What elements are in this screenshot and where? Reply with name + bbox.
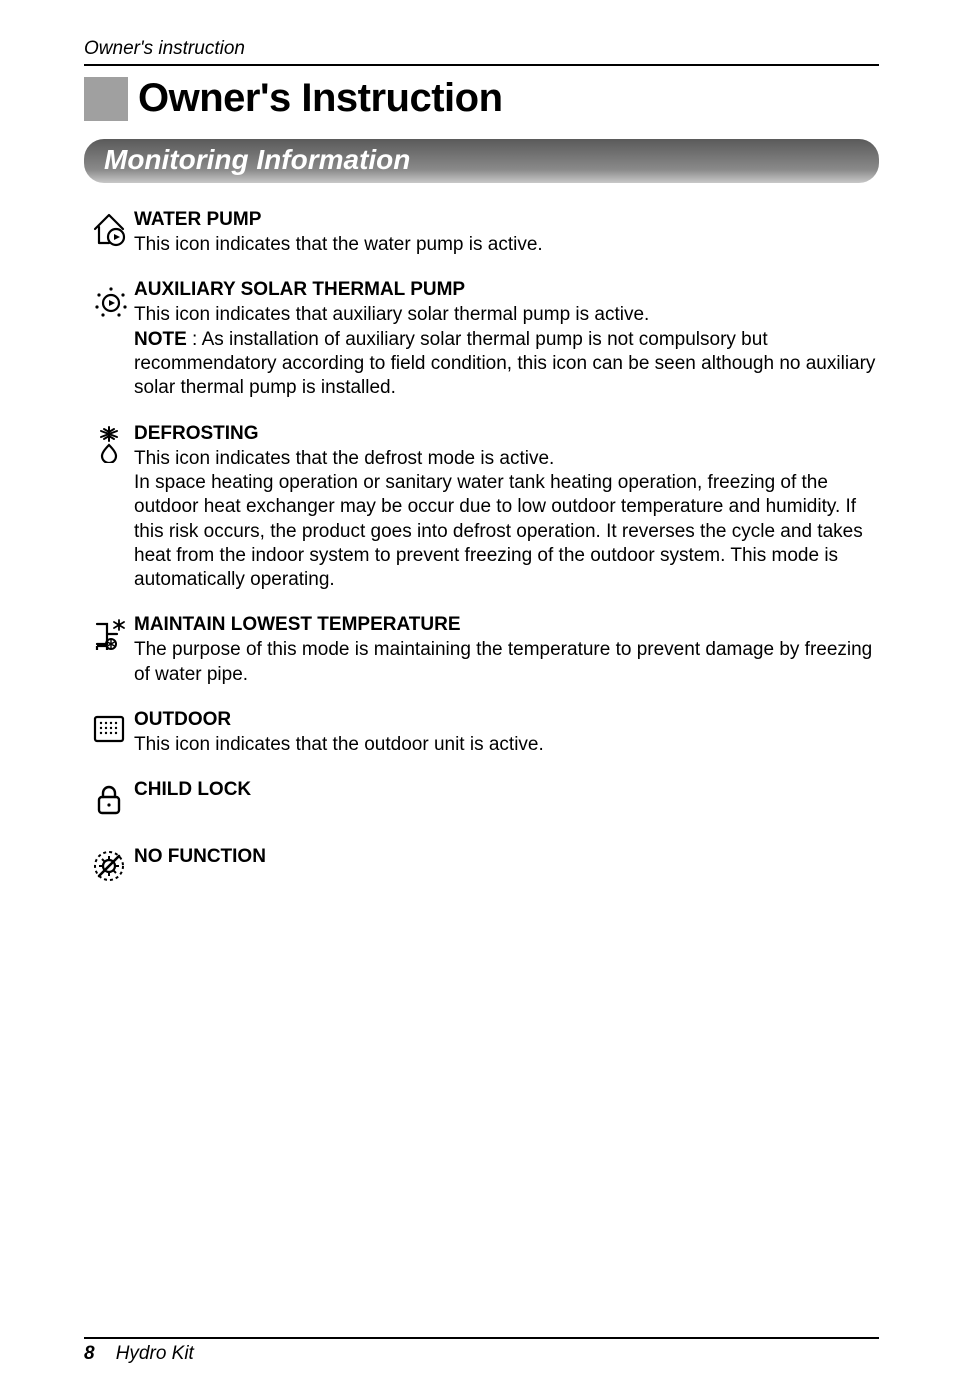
section-note: NOTE : As installation of auxiliary sola…	[134, 328, 879, 401]
section-body: The purpose of this mode is maintaining …	[134, 638, 879, 687]
title-block-icon	[84, 77, 128, 121]
section-body: This icon indicates that auxiliary solar…	[134, 303, 879, 327]
section-body: This icon indicates that the outdoor uni…	[134, 733, 879, 757]
section-text: DEFROSTINGThis icon indicates that the d…	[134, 423, 879, 593]
child-lock-icon	[84, 779, 134, 824]
maintain-low-icon	[84, 614, 134, 659]
section-item: MAINTAIN LOWEST TEMPERATUREThe purpose o…	[84, 614, 879, 687]
note-text: : As installation of auxiliary solar the…	[134, 329, 875, 399]
section-text: CHILD LOCK	[134, 779, 879, 803]
section-item: NO FUNCTION	[84, 846, 879, 891]
page-title: Owner's Instruction	[138, 76, 503, 121]
footer-page-number: 8	[84, 1343, 95, 1364]
section-heading: CHILD LOCK	[134, 779, 879, 801]
title-row: Owner's Instruction	[84, 76, 879, 121]
top-rule	[84, 64, 879, 66]
section-item: OUTDOORThis icon indicates that the outd…	[84, 709, 879, 757]
section-item: AUXILIARY SOLAR THERMAL PUMPThis icon in…	[84, 279, 879, 400]
section-heading: MAINTAIN LOWEST TEMPERATURE	[134, 614, 879, 636]
no-function-icon	[84, 846, 134, 891]
section-body: This icon indicates that the defrost mod…	[134, 447, 879, 593]
section-text: AUXILIARY SOLAR THERMAL PUMPThis icon in…	[134, 279, 879, 400]
section-heading: DEFROSTING	[134, 423, 879, 445]
subtitle-banner: Monitoring Information	[84, 139, 879, 183]
running-head: Owner's instruction	[84, 38, 879, 60]
section-heading: NO FUNCTION	[134, 846, 879, 868]
water-pump-icon	[84, 209, 134, 254]
section-item: WATER PUMPThis icon indicates that the w…	[84, 209, 879, 257]
footer: 8 Hydro Kit	[84, 1337, 879, 1365]
section-item: DEFROSTINGThis icon indicates that the d…	[84, 423, 879, 593]
section-text: WATER PUMPThis icon indicates that the w…	[134, 209, 879, 257]
defrost-icon	[84, 423, 134, 468]
section-text: OUTDOORThis icon indicates that the outd…	[134, 709, 879, 757]
section-heading: AUXILIARY SOLAR THERMAL PUMP	[134, 279, 879, 301]
section-text: MAINTAIN LOWEST TEMPERATUREThe purpose o…	[134, 614, 879, 687]
subtitle-text: Monitoring Information	[104, 144, 410, 175]
outdoor-icon	[84, 709, 134, 754]
bottom-rule	[84, 1337, 879, 1339]
note-label: NOTE	[134, 329, 187, 350]
section-heading: WATER PUMP	[134, 209, 879, 231]
section-item: CHILD LOCK	[84, 779, 879, 824]
section-body: This icon indicates that the water pump …	[134, 233, 879, 257]
section-text: NO FUNCTION	[134, 846, 879, 870]
footer-product: Hydro Kit	[116, 1343, 194, 1364]
section-heading: OUTDOOR	[134, 709, 879, 731]
aux-solar-icon	[84, 279, 134, 324]
